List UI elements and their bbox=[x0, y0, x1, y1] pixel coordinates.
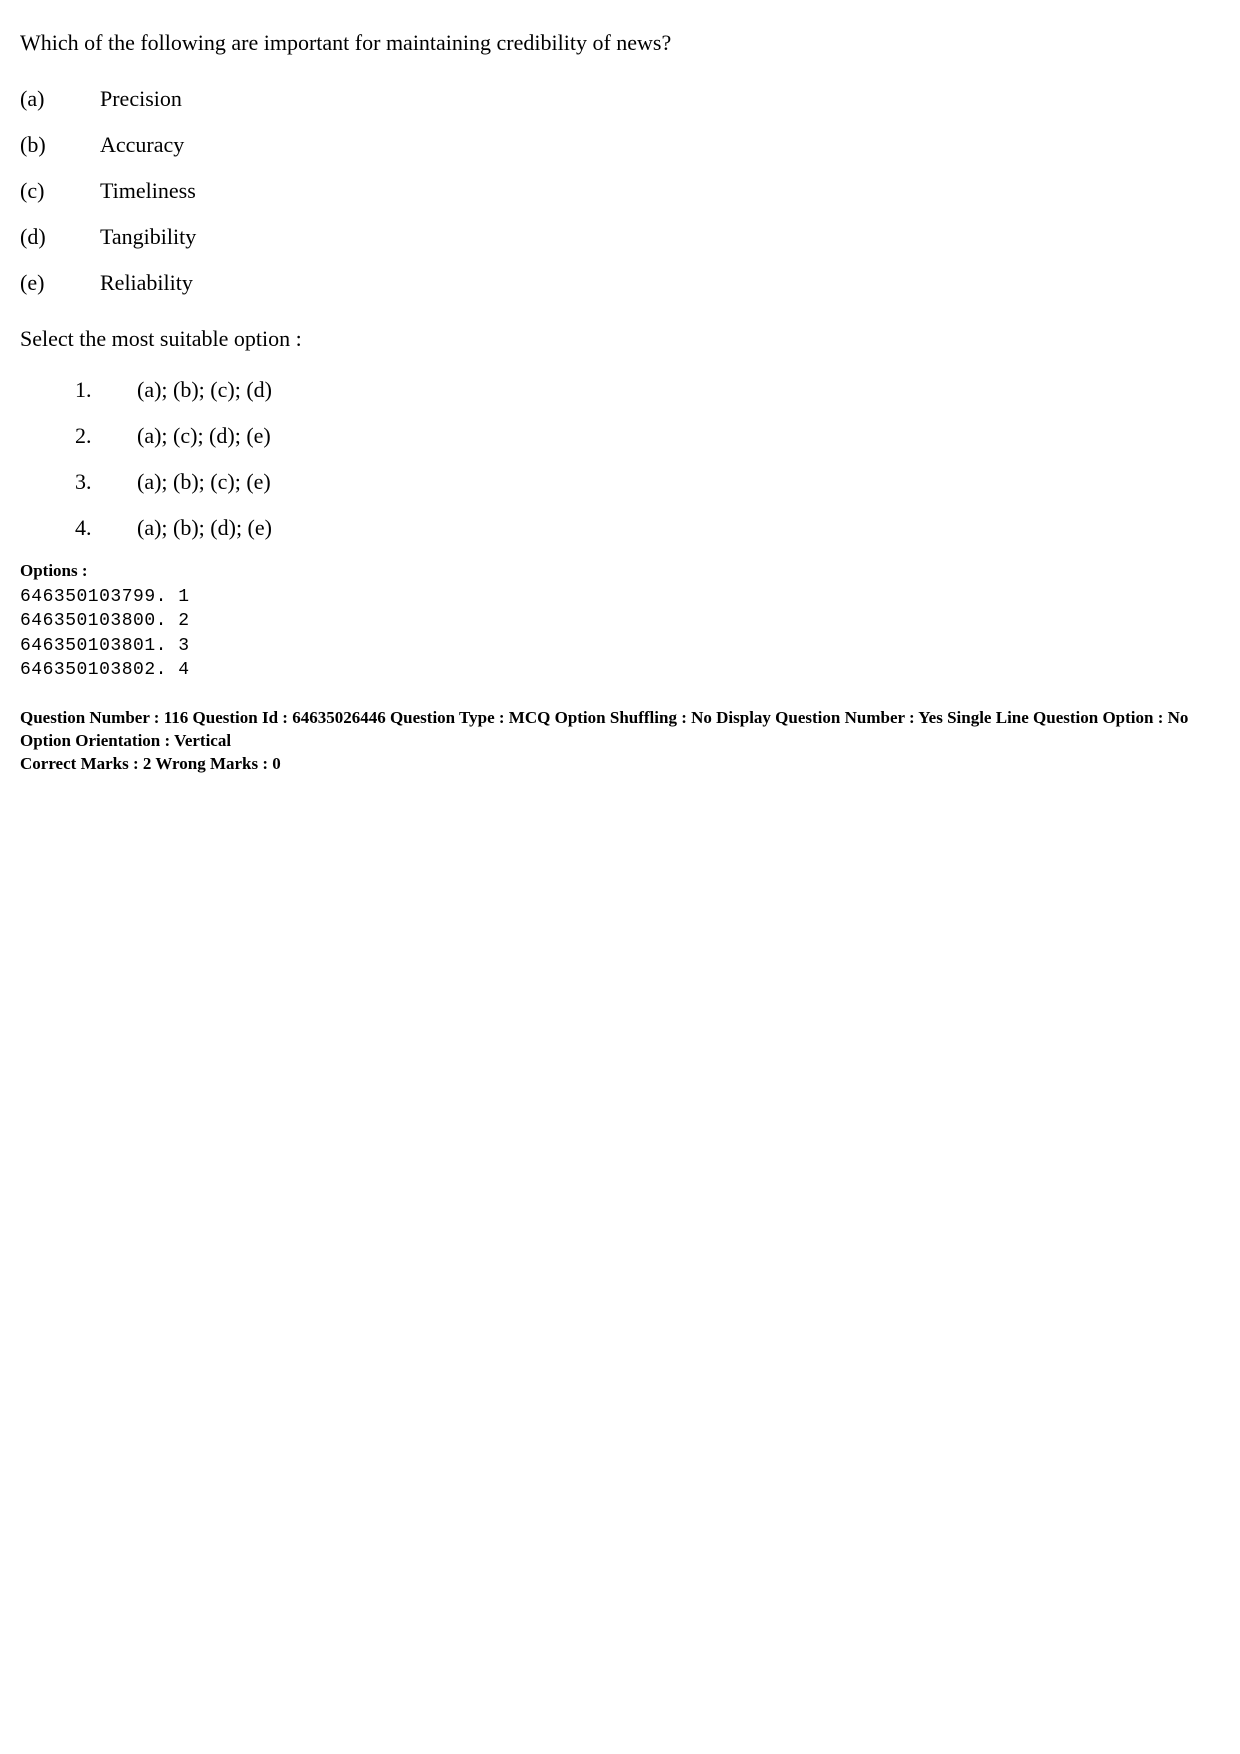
option-id-row: 646350103802. 4 bbox=[20, 658, 1220, 682]
option-id-row: 646350103799. 1 bbox=[20, 585, 1220, 609]
item-label: (d) bbox=[20, 224, 100, 250]
option-id-row: 646350103800. 2 bbox=[20, 609, 1220, 633]
answer-text: (a); (b); (d); (e) bbox=[137, 515, 1220, 541]
answer-row: 3. (a); (b); (c); (e) bbox=[20, 469, 1220, 495]
answer-number: 2. bbox=[75, 423, 137, 449]
item-text: Precision bbox=[100, 86, 1220, 112]
answer-number: 4. bbox=[75, 515, 137, 541]
item-label: (a) bbox=[20, 86, 100, 112]
items-list: (a) Precision (b) Accuracy (c) Timelines… bbox=[20, 86, 1220, 296]
item-row: (e) Reliability bbox=[20, 270, 1220, 296]
answer-text: (a); (b); (c); (e) bbox=[137, 469, 1220, 495]
select-instruction: Select the most suitable option : bbox=[20, 326, 1220, 352]
option-id-row: 646350103801. 3 bbox=[20, 634, 1220, 658]
item-row: (d) Tangibility bbox=[20, 224, 1220, 250]
question-stem: Which of the following are important for… bbox=[20, 30, 1220, 56]
answer-number: 1. bbox=[75, 377, 137, 403]
answer-row: 1. (a); (b); (c); (d) bbox=[20, 377, 1220, 403]
answer-row: 2. (a); (c); (d); (e) bbox=[20, 423, 1220, 449]
answer-text: (a); (b); (c); (d) bbox=[137, 377, 1220, 403]
answer-number: 3. bbox=[75, 469, 137, 495]
answer-text: (a); (c); (d); (e) bbox=[137, 423, 1220, 449]
item-text: Reliability bbox=[100, 270, 1220, 296]
item-row: (b) Accuracy bbox=[20, 132, 1220, 158]
meta-line: Question Number : 116 Question Id : 6463… bbox=[20, 707, 1220, 753]
item-text: Timeliness bbox=[100, 178, 1220, 204]
answer-options: 1. (a); (b); (c); (d) 2. (a); (c); (d); … bbox=[20, 377, 1220, 541]
answer-row: 4. (a); (b); (d); (e) bbox=[20, 515, 1220, 541]
options-block: Options : 646350103799. 1 646350103800. … bbox=[20, 561, 1220, 682]
item-label: (b) bbox=[20, 132, 100, 158]
question-meta: Question Number : 116 Question Id : 6463… bbox=[20, 707, 1220, 776]
item-row: (c) Timeliness bbox=[20, 178, 1220, 204]
options-heading: Options : bbox=[20, 561, 1220, 581]
item-label: (c) bbox=[20, 178, 100, 204]
item-text: Accuracy bbox=[100, 132, 1220, 158]
item-row: (a) Precision bbox=[20, 86, 1220, 112]
item-label: (e) bbox=[20, 270, 100, 296]
meta-line: Correct Marks : 2 Wrong Marks : 0 bbox=[20, 753, 1220, 776]
item-text: Tangibility bbox=[100, 224, 1220, 250]
